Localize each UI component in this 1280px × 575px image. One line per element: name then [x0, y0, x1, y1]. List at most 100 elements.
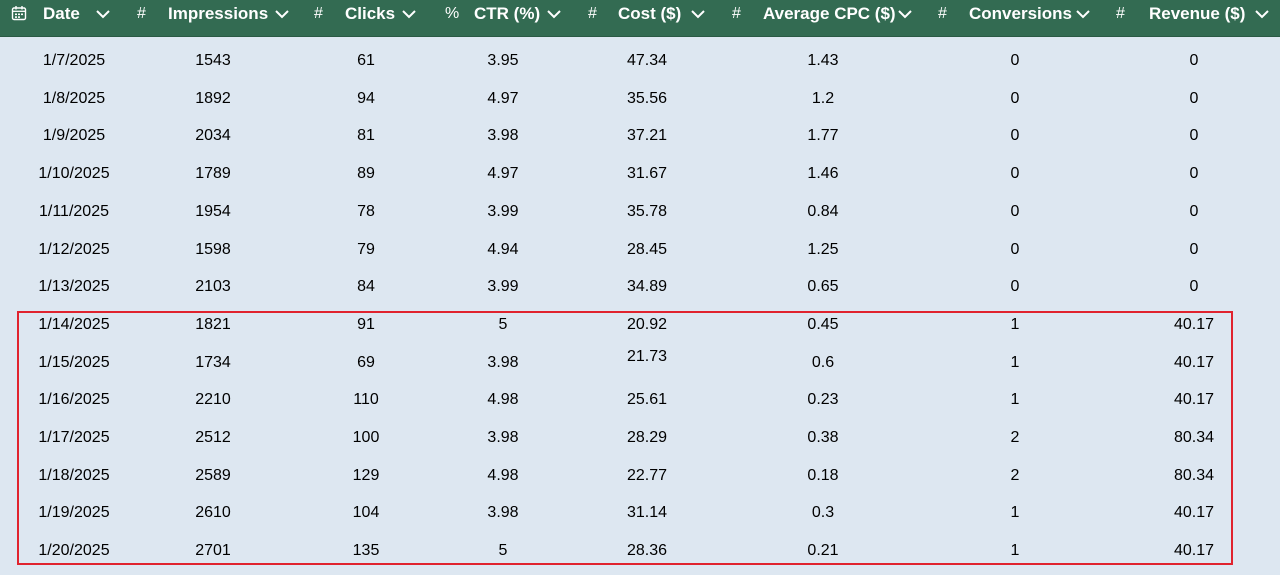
cell-cpc[interactable]: 0.45 — [807, 315, 839, 333]
cell-date[interactable]: 1/15/2025 — [38, 353, 110, 371]
cell-ctr[interactable]: 4.97 — [487, 165, 519, 183]
cell-revenue[interactable]: 40.17 — [1173, 353, 1215, 371]
cell-date[interactable]: 1/19/2025 — [38, 504, 110, 522]
chevron-down-icon[interactable] — [95, 8, 111, 20]
cell-revenue[interactable]: 0 — [1189, 127, 1199, 145]
cell-cpc[interactable]: 1.43 — [807, 52, 839, 69]
cell-cpc[interactable]: 1.25 — [807, 240, 839, 258]
cell-date[interactable]: 1/13/2025 — [38, 278, 110, 296]
cell-conversions[interactable]: 1 — [1010, 391, 1020, 409]
column-header-revenue[interactable]: # Revenue ($) — [1110, 0, 1280, 36]
cell-clicks[interactable]: 69 — [357, 353, 375, 371]
cell-date[interactable]: 1/10/2025 — [38, 165, 110, 183]
cell-conversions[interactable]: 0 — [1010, 165, 1020, 183]
cell-clicks[interactable]: 91 — [357, 315, 375, 333]
cell-cost[interactable]: 28.45 — [626, 240, 668, 258]
cell-clicks[interactable]: 81 — [357, 127, 375, 145]
cell-conversions[interactable]: 2 — [1010, 466, 1020, 484]
cell-impressions[interactable]: 2701 — [195, 542, 231, 560]
cell-cost[interactable]: 37.21 — [626, 127, 668, 145]
cell-impressions[interactable]: 2512 — [195, 429, 231, 446]
cell-revenue[interactable]: 80.34 — [1173, 466, 1215, 484]
cell-date[interactable]: 1/17/2025 — [38, 429, 110, 446]
cell-impressions[interactable]: 1954 — [195, 202, 231, 220]
cell-cpc[interactable]: 1.46 — [807, 165, 839, 183]
chevron-down-icon[interactable] — [1254, 8, 1270, 20]
cell-cost[interactable]: 31.67 — [626, 165, 668, 183]
cell-cpc[interactable]: 1.77 — [807, 127, 839, 145]
chevron-down-icon[interactable] — [897, 8, 913, 20]
cell-clicks[interactable]: 61 — [357, 52, 375, 69]
cell-impressions[interactable]: 2610 — [195, 504, 231, 522]
cell-date[interactable]: 1/9/2025 — [42, 127, 106, 145]
chevron-down-icon[interactable] — [274, 8, 290, 20]
cell-cost[interactable]: 21.73 — [626, 347, 668, 365]
cell-revenue[interactable]: 0 — [1189, 202, 1199, 220]
column-header-conversions[interactable]: # Conversions — [925, 0, 1110, 36]
column-header-impressions[interactable]: # Impressions — [120, 0, 300, 36]
cell-ctr[interactable]: 5 — [498, 315, 508, 333]
chevron-down-icon[interactable] — [546, 8, 562, 20]
cell-date[interactable]: 1/12/2025 — [38, 240, 110, 258]
cell-impressions[interactable]: 1789 — [195, 165, 231, 183]
cell-revenue[interactable]: 40.17 — [1173, 391, 1215, 409]
cell-ctr[interactable]: 3.99 — [487, 278, 519, 296]
cell-cpc[interactable]: 0.38 — [807, 429, 839, 446]
cell-conversions[interactable]: 1 — [1010, 504, 1020, 522]
cell-clicks[interactable]: 110 — [353, 391, 379, 409]
cell-date[interactable]: 1/16/2025 — [38, 391, 110, 409]
cell-conversions[interactable]: 2 — [1010, 429, 1020, 446]
cell-conversions[interactable]: 0 — [1010, 202, 1020, 220]
cell-revenue[interactable]: 0 — [1189, 278, 1199, 296]
cell-revenue[interactable]: 0 — [1189, 89, 1199, 107]
cell-cost[interactable]: 35.56 — [626, 89, 668, 107]
cell-cpc[interactable]: 0.65 — [807, 278, 839, 296]
cell-ctr[interactable]: 4.98 — [487, 391, 519, 409]
chevron-down-icon[interactable] — [1075, 8, 1091, 20]
cell-cost[interactable]: 47.34 — [626, 52, 668, 69]
cell-ctr[interactable]: 3.98 — [487, 504, 519, 522]
column-header-cost[interactable]: # Cost ($) — [575, 0, 720, 36]
cell-cpc[interactable]: 0.23 — [807, 391, 839, 409]
cell-revenue[interactable]: 40.17 — [1173, 315, 1215, 333]
cell-revenue[interactable]: 0 — [1189, 240, 1199, 258]
cell-cost[interactable]: 28.29 — [626, 429, 668, 446]
cell-conversions[interactable]: 1 — [1010, 353, 1020, 371]
cell-cpc[interactable]: 0.84 — [807, 202, 839, 220]
cell-clicks[interactable]: 129 — [352, 466, 380, 484]
cell-clicks[interactable]: 94 — [357, 89, 375, 107]
cell-conversions[interactable]: 0 — [1010, 240, 1020, 258]
cell-cost[interactable]: 31.14 — [626, 504, 668, 522]
column-header-date[interactable]: Date — [0, 0, 120, 36]
cell-cost[interactable]: 34.89 — [626, 278, 668, 296]
cell-cpc[interactable]: 1.2 — [811, 89, 835, 107]
cell-impressions[interactable]: 1734 — [195, 353, 231, 371]
cell-cost[interactable]: 25.61 — [626, 391, 668, 409]
cell-impressions[interactable]: 1598 — [195, 240, 231, 258]
cell-ctr[interactable]: 5 — [498, 542, 508, 560]
cell-date[interactable]: 1/8/2025 — [42, 89, 106, 107]
cell-conversions[interactable]: 0 — [1010, 89, 1020, 107]
cell-revenue[interactable]: 80.34 — [1173, 429, 1215, 446]
cell-date[interactable]: 1/14/2025 — [38, 315, 110, 333]
cell-impressions[interactable]: 2210 — [195, 391, 231, 409]
cell-ctr[interactable]: 4.98 — [487, 466, 519, 484]
cell-revenue[interactable]: 0 — [1189, 165, 1199, 183]
cell-cost[interactable]: 22.77 — [626, 466, 668, 484]
cell-clicks[interactable]: 84 — [357, 278, 375, 296]
cell-ctr[interactable]: 3.95 — [487, 52, 519, 69]
cell-ctr[interactable]: 3.99 — [487, 202, 519, 220]
cell-revenue[interactable]: 40.17 — [1173, 542, 1215, 560]
chevron-down-icon[interactable] — [690, 8, 706, 20]
column-header-clicks[interactable]: # Clicks — [300, 0, 435, 36]
cell-ctr[interactable]: 4.97 — [487, 89, 519, 107]
cell-impressions[interactable]: 2103 — [195, 278, 231, 296]
cell-conversions[interactable]: 1 — [1010, 315, 1020, 333]
cell-cost[interactable]: 28.36 — [626, 542, 668, 560]
cell-clicks[interactable]: 104 — [352, 504, 380, 522]
cell-clicks[interactable]: 78 — [357, 202, 375, 220]
chevron-down-icon[interactable] — [401, 8, 417, 20]
cell-impressions[interactable]: 1892 — [195, 89, 231, 107]
cell-ctr[interactable]: 3.98 — [487, 127, 519, 145]
cell-conversions[interactable]: 1 — [1010, 542, 1020, 560]
